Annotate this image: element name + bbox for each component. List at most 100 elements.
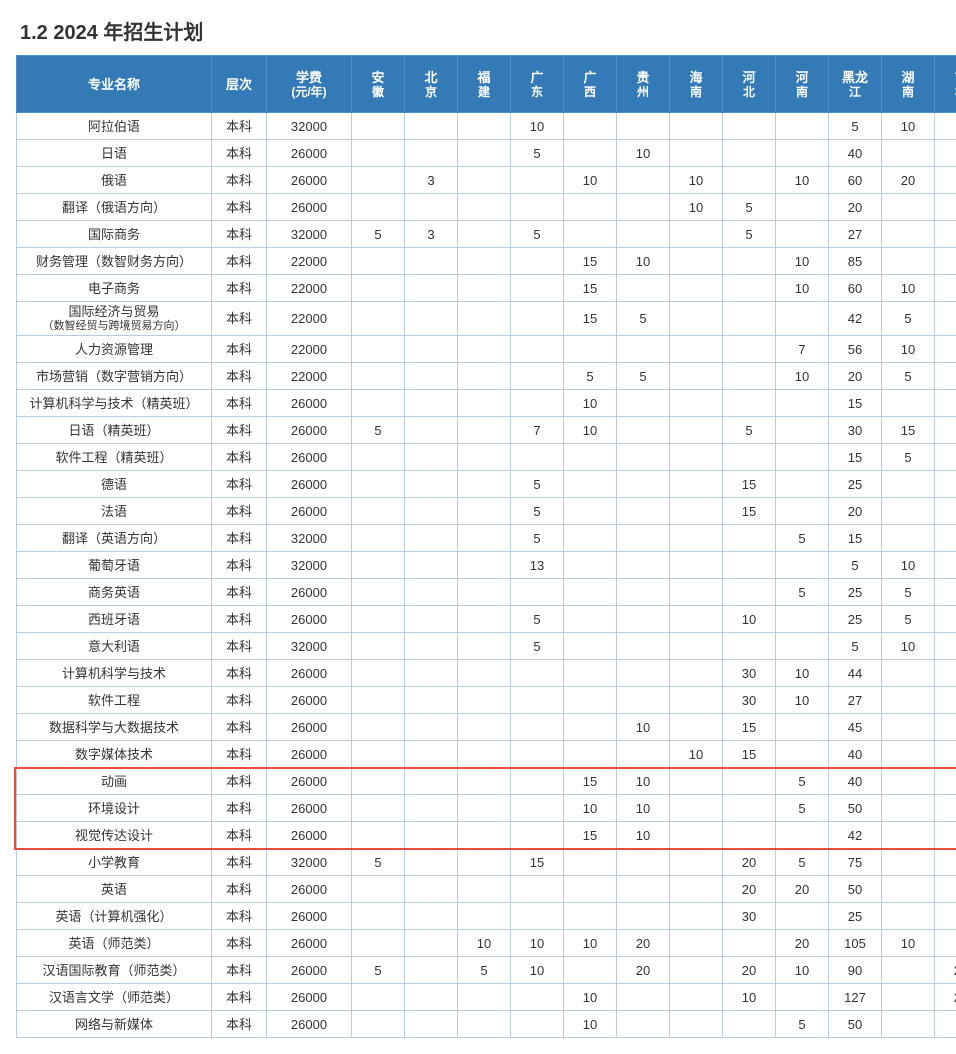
cell-guangxi [564, 113, 617, 140]
cell-hainan [670, 984, 723, 1011]
cell-guangxi [564, 471, 617, 498]
cell-fee: 26000 [267, 1011, 352, 1038]
cell-hainan [670, 822, 723, 849]
cell-anhui [352, 606, 405, 633]
cell-anhui [352, 1011, 405, 1038]
cell-fee: 26000 [267, 444, 352, 471]
cell-fee: 22000 [267, 363, 352, 390]
cell-guizhou [617, 275, 670, 302]
cell-level: 本科 [212, 903, 267, 930]
col-sublabel: 林 [937, 85, 956, 99]
cell-hunan [882, 194, 935, 221]
cell-guangxi [564, 903, 617, 930]
col-label: 河 [795, 70, 808, 85]
col-henan: 河南 [776, 56, 829, 113]
cell-henan: 5 [776, 768, 829, 795]
cell-fujian [458, 498, 511, 525]
cell-major: 葡萄牙语 [17, 552, 212, 579]
cell-heilongjiang: 27 [829, 687, 882, 714]
major-name: 网络与新媒体 [75, 1017, 153, 1032]
cell-guizhou [617, 984, 670, 1011]
cell-major: 汉语言文学（师范类） [17, 984, 212, 1011]
cell-guizhou [617, 579, 670, 606]
cell-guangxi [564, 660, 617, 687]
cell-fujian [458, 363, 511, 390]
cell-beijing [405, 660, 458, 687]
cell-guangxi [564, 714, 617, 741]
cell-hunan [882, 390, 935, 417]
cell-major: 日语 [17, 140, 212, 167]
cell-guangdong [511, 741, 564, 768]
cell-fujian [458, 579, 511, 606]
cell-guizhou: 10 [617, 714, 670, 741]
table-row: 国际商务本科32000535527 [17, 221, 956, 248]
cell-guangdong: 5 [511, 140, 564, 167]
cell-guangdong: 13 [511, 552, 564, 579]
cell-fee: 32000 [267, 221, 352, 248]
major-name: 软件工程（精英班） [55, 450, 172, 465]
cell-jilin [935, 849, 956, 876]
cell-guangdong: 10 [511, 957, 564, 984]
cell-anhui [352, 903, 405, 930]
cell-hebei [723, 390, 776, 417]
table-row: 商务英语本科260005255 [17, 579, 956, 606]
cell-major: 英语（师范类） [17, 930, 212, 957]
cell-guangdong: 5 [511, 221, 564, 248]
cell-major: 视觉传达设计 [17, 822, 212, 849]
cell-fee: 26000 [267, 714, 352, 741]
cell-level: 本科 [212, 113, 267, 140]
cell-hebei: 15 [723, 498, 776, 525]
cell-fujian [458, 633, 511, 660]
cell-jilin [935, 336, 956, 363]
table-row: 葡萄牙语本科3200013510 [17, 552, 956, 579]
cell-hebei: 5 [723, 221, 776, 248]
cell-henan [776, 471, 829, 498]
col-label: 专业名称 [88, 77, 140, 92]
cell-guizhou [617, 221, 670, 248]
cell-anhui [352, 984, 405, 1011]
cell-beijing [405, 1011, 458, 1038]
cell-level: 本科 [212, 525, 267, 552]
cell-guizhou [617, 660, 670, 687]
table-row: 阿拉伯语本科3200010510 [17, 113, 956, 140]
table-row: 国际经济与贸易（数智经贸与跨境贸易方向）本科22000155425 [17, 302, 956, 336]
cell-major: 德语 [17, 471, 212, 498]
cell-hebei [723, 768, 776, 795]
cell-guangdong: 5 [511, 606, 564, 633]
cell-jilin [935, 194, 956, 221]
cell-hainan [670, 140, 723, 167]
cell-heilongjiang: 45 [829, 714, 882, 741]
cell-fee: 22000 [267, 302, 352, 336]
cell-hainan [670, 930, 723, 957]
cell-beijing [405, 113, 458, 140]
cell-hebei [723, 930, 776, 957]
cell-level: 本科 [212, 498, 267, 525]
cell-fee: 26000 [267, 471, 352, 498]
cell-fee: 32000 [267, 633, 352, 660]
cell-heilongjiang: 50 [829, 1011, 882, 1038]
cell-beijing [405, 525, 458, 552]
cell-jilin [935, 903, 956, 930]
cell-fee: 26000 [267, 167, 352, 194]
cell-guangdong [511, 302, 564, 336]
major-name: 法语 [101, 504, 127, 519]
cell-anhui [352, 822, 405, 849]
cell-hainan [670, 525, 723, 552]
cell-level: 本科 [212, 849, 267, 876]
cell-hainan [670, 903, 723, 930]
major-name: 计算机科学与技术 [62, 666, 166, 681]
cell-fee: 22000 [267, 275, 352, 302]
major-name: 汉语国际教育（师范类） [42, 963, 185, 978]
cell-beijing [405, 822, 458, 849]
cell-anhui: 5 [352, 957, 405, 984]
cell-henan: 7 [776, 336, 829, 363]
cell-henan: 10 [776, 957, 829, 984]
major-sub: （数智经贸与跨境贸易方向） [19, 319, 209, 333]
cell-fujian [458, 248, 511, 275]
cell-major: 数据科学与大数据技术 [17, 714, 212, 741]
cell-henan [776, 444, 829, 471]
table-row: 数据科学与大数据技术本科26000101545 [17, 714, 956, 741]
table-row: 数字媒体技术本科26000101540 [17, 741, 956, 768]
cell-henan [776, 984, 829, 1011]
cell-guizhou [617, 633, 670, 660]
